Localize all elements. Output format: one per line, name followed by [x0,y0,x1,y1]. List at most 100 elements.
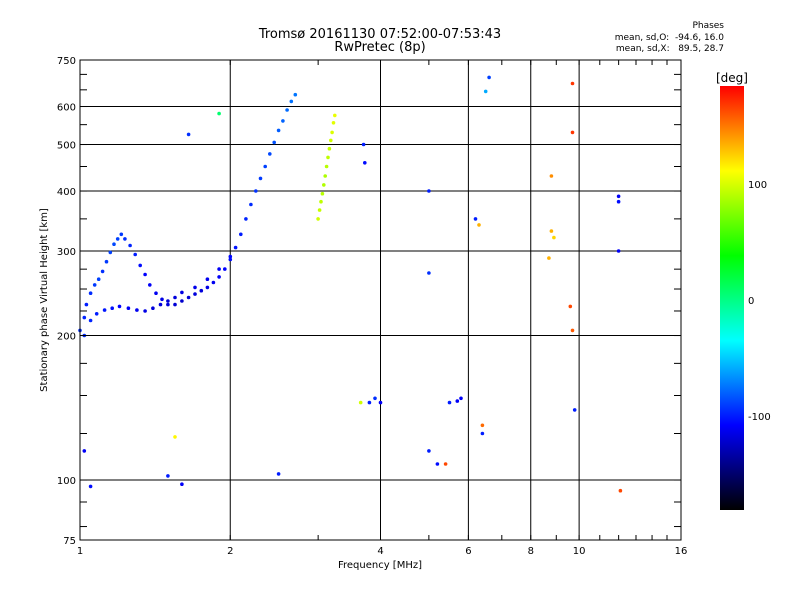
echo-point [104,259,109,264]
axis-ticks [80,60,681,540]
y-tick-label: 600 [57,103,76,114]
echo-point [427,449,431,453]
echo-point [367,400,372,405]
echo-point [319,199,323,204]
echo-point [326,155,330,160]
echo-point [239,232,243,237]
echo-point [330,130,334,135]
tick-labels: 1 2 4 6 8 10 16 75 100 200 300 400 500 600 750 [57,56,687,557]
echo-point [443,462,448,466]
y-tick-label: 200 [57,332,76,343]
echo-point [276,472,281,476]
echo-point [572,408,577,412]
echo-point [180,290,184,295]
x-tick-label: 2 [227,546,233,557]
echo-point [268,152,272,156]
echo-point [363,161,367,165]
echo-point [158,302,163,307]
x-tick-label: 4 [377,546,383,557]
echo-point [570,130,575,135]
echo-point [293,92,298,97]
echo-point [331,121,336,125]
chart-title: Tromsø 20161130 07:52:00-07:53:43 [258,27,502,42]
echo-point [480,431,485,436]
x-axis-label: Frequency [MHz] [338,560,422,571]
echo-point [618,488,623,493]
echo-point [166,474,170,478]
echo-point [108,250,113,255]
echo-point [324,164,329,169]
echo-point [616,194,621,199]
echo-point [119,232,124,237]
echo-point [82,449,87,453]
echo-point [233,245,238,250]
echo-point [112,242,116,246]
echo-point [323,174,328,178]
echo-point [228,254,233,259]
echo-point [373,396,377,401]
echo-point [616,249,621,253]
data-points [78,75,623,493]
echo-point [88,318,93,323]
echo-point [244,217,248,221]
echo-point [205,285,210,290]
chart-subtitle: RwPretec (8p) [334,40,426,55]
echo-point [568,304,573,309]
phases-mean-x: mean, sd,X: 89.5, 28.7 [615,44,724,54]
echo-point [166,299,170,303]
y-tick-label: 500 [57,141,76,152]
echo-point [327,146,332,151]
echo-point [322,183,326,187]
echo-point [549,229,554,233]
colorbar-tick-0: 0 [748,296,754,307]
echo-point [173,302,177,307]
echo-point [199,288,204,293]
echo-point [547,256,551,260]
echo-point [151,306,155,311]
echo-point [249,202,253,207]
echo-point [473,217,478,221]
echo-point [276,128,281,133]
echo-point [487,75,491,80]
colorbar [720,86,744,510]
echo-point [333,113,337,118]
x-tick-label: 1 [77,546,83,557]
echo-point [180,482,184,487]
echo-point [92,283,97,287]
echo-point [88,291,93,296]
echo-point [289,99,294,104]
echo-point [148,283,152,287]
echo-point [378,400,383,405]
echo-point [84,302,89,307]
echo-point [123,237,127,241]
echo-point [96,277,101,282]
echo-point [223,267,227,271]
echo-point [186,132,191,137]
echo-point [254,189,258,193]
echo-point [483,89,488,94]
echo-point [272,140,277,145]
echo-point [217,111,221,116]
echo-point [205,277,210,282]
echo-point [616,199,621,204]
echo-point [435,462,440,466]
echo-point [186,295,191,300]
y-tick-label: 100 [57,476,76,487]
echo-point [570,81,575,86]
echo-point [549,174,554,178]
echo-point [317,208,322,212]
echo-point [94,312,99,316]
echo-point [477,223,481,227]
echo-point [358,400,363,405]
echo-point [361,142,366,147]
colorbar-tick-100: 100 [748,180,767,191]
colorbar-tick-minus-100: -100 [748,412,771,423]
y-axis-label: Stationary phase Virtual Height [km] [39,208,50,392]
echo-point [217,275,221,279]
echo-point [228,257,233,262]
x-tick-label: 10 [573,546,586,557]
echo-point [427,271,431,275]
echo-point [115,237,120,241]
